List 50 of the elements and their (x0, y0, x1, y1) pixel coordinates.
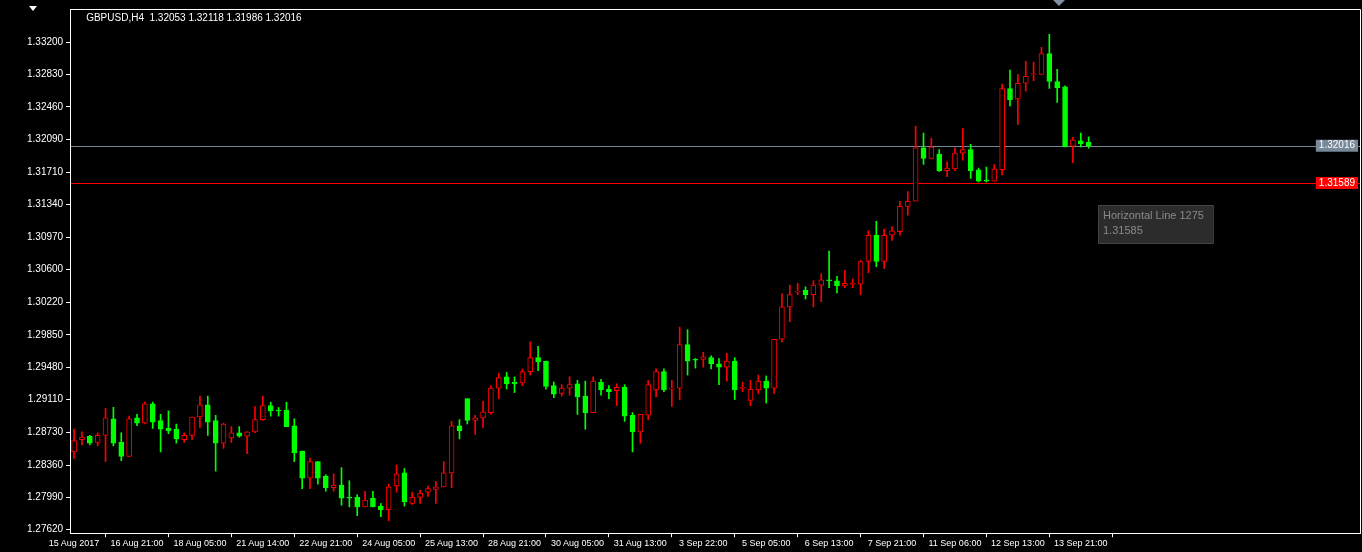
x-tick-label: 13 Sep 21:00 (1054, 538, 1108, 549)
y-tick-label: 1.29850 (26, 328, 64, 340)
x-tick-label: 18 Aug 05:00 (173, 538, 227, 549)
candlestick (244, 431, 250, 455)
y-tick-label: 1.30600 (26, 263, 64, 275)
x-tick-label: 21 Aug 14:00 (236, 538, 290, 549)
x-tick-label: 31 Aug 13:00 (613, 538, 667, 549)
candlestick (535, 345, 541, 372)
y-tick-label: 1.31710 (26, 166, 64, 178)
text: 1.31585 (1103, 224, 1143, 237)
y-tick-label: 1.33200 (26, 35, 64, 47)
candlestick (1054, 68, 1061, 103)
y-tick-label: 1.32460 (26, 100, 64, 112)
x-tick-label: 22 Aug 21:00 (299, 538, 353, 549)
text: Horizontal Line 1275 (1103, 209, 1204, 222)
x-tick-label: 30 Aug 05:00 (550, 538, 604, 549)
chart-title: GBPUSD,H4 1.32053 1.32118 1.31986 1.32016 (86, 11, 303, 23)
candlestick (1070, 137, 1076, 164)
ref-line-label: 1.31589 (1318, 176, 1356, 188)
y-tick-label: 1.29480 (26, 360, 64, 372)
y-tick-label: 1.31340 (26, 198, 64, 210)
x-tick-label: 28 Aug 21:00 (487, 538, 542, 549)
candlestick (826, 250, 832, 289)
x-tick-label: 25 Aug 13:00 (425, 538, 479, 549)
y-tick-label: 1.32090 (26, 132, 64, 144)
x-tick-label: 3 Sep 22:00 (679, 538, 728, 549)
y-tick-label: 1.32830 (26, 68, 64, 80)
x-tick-label: 12 Sep 13:00 (991, 538, 1045, 549)
y-tick-label: 1.28730 (26, 426, 64, 438)
candlestick (724, 352, 730, 382)
y-tick-label: 1.30970 (26, 230, 64, 242)
x-tick-label: 16 Aug 21:00 (110, 538, 164, 549)
x-tick-label: 7 Sep 21:00 (867, 538, 917, 549)
candlestick (716, 358, 722, 386)
candlestick (700, 352, 707, 368)
x-tick-label: 24 Aug 05:00 (362, 538, 416, 549)
x-tick-label: 11 Sep 06:00 (928, 538, 982, 549)
ref-line-label: 1.32016 (1318, 139, 1356, 151)
candlestick (668, 379, 675, 407)
candlestick (959, 128, 966, 161)
x-tick-label: 15 Aug 2017 (48, 538, 100, 549)
y-tick-label: 1.28360 (26, 458, 64, 470)
y-tick-label: 1.27620 (26, 523, 64, 535)
x-tick-label: 6 Sep 13:00 (804, 538, 854, 549)
y-tick-label: 1.27990 (26, 491, 64, 503)
x-tick-label: 5 Sep 05:00 (741, 538, 791, 549)
y-tick-label: 1.29110 (27, 393, 64, 405)
y-tick-label: 1.30220 (26, 296, 64, 308)
candlestick (613, 383, 620, 406)
candlestick (904, 191, 911, 216)
